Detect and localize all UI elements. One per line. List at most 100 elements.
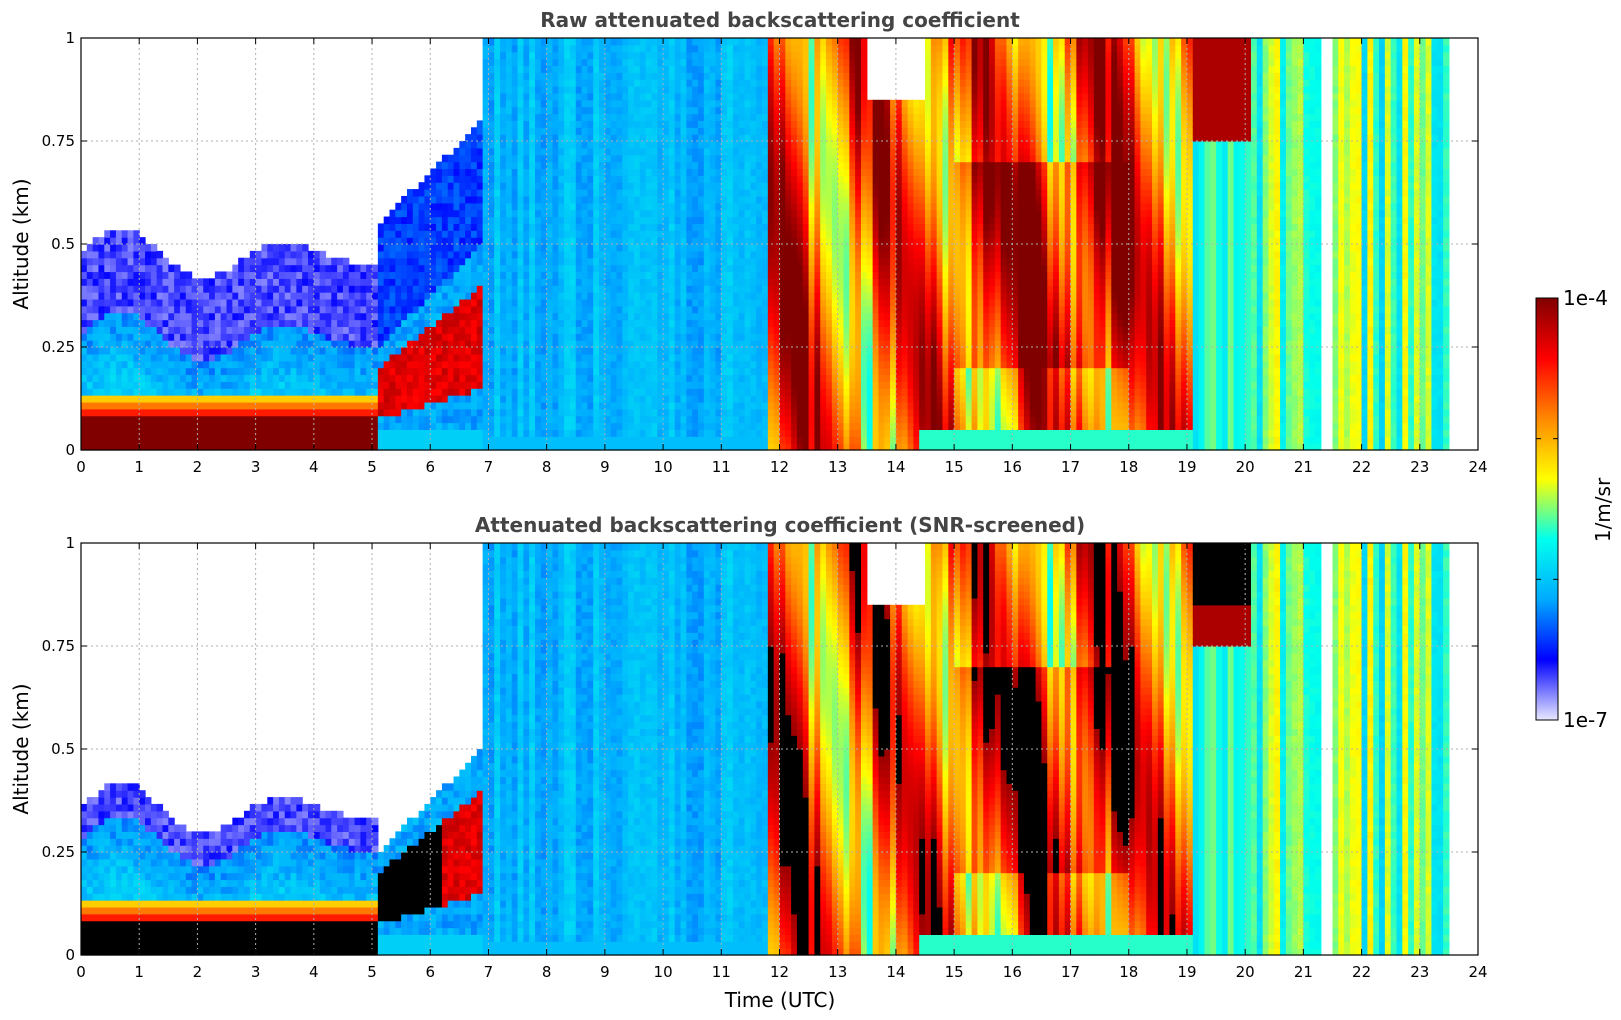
heatmap-cell (471, 340, 477, 347)
heatmap-cell (512, 306, 518, 313)
heatmap-cell (599, 162, 605, 169)
heatmap-cell (494, 189, 500, 196)
heatmap-cell (471, 148, 477, 155)
heatmap-cell (541, 299, 547, 306)
heatmap-cell (617, 182, 623, 189)
heatmap-cell (110, 409, 116, 416)
heatmap-cell (745, 271, 751, 278)
heatmap-cell (186, 333, 192, 340)
heatmap-cell (593, 306, 599, 313)
heatmap-cell (116, 333, 122, 340)
heatmap-cell (582, 237, 588, 244)
heatmap-cell (715, 217, 721, 224)
heatmap-cell (593, 320, 599, 327)
heatmap-cell (442, 182, 448, 189)
heatmap-cell (500, 347, 506, 354)
heatmap-cell (733, 217, 739, 224)
heatmap-cell (232, 320, 238, 327)
heatmap-cell (87, 306, 93, 313)
heatmap-cell (500, 340, 506, 347)
heatmap-cell (704, 168, 710, 175)
heatmap-cell (390, 340, 396, 347)
heatmap-cell (122, 313, 128, 320)
heatmap-cell (686, 388, 692, 395)
heatmap-cell (407, 395, 413, 402)
heatmap-cell (750, 203, 756, 210)
heatmap-cell (663, 409, 669, 416)
heatmap-cell (529, 230, 535, 237)
heatmap-cell (291, 333, 297, 340)
heatmap-cell (93, 244, 99, 251)
heatmap-cell (721, 79, 727, 86)
heatmap-cell (471, 189, 477, 196)
heatmap-cell (552, 237, 558, 244)
heatmap-cell (197, 381, 203, 388)
heatmap-cell (512, 38, 518, 45)
heatmap-cell (314, 368, 320, 375)
heatmap-cell (518, 52, 524, 59)
heatmap-cell (360, 416, 366, 423)
heatmap-cell (651, 162, 657, 169)
heatmap-cell (564, 52, 570, 59)
heatmap-cell (209, 285, 215, 292)
heatmap-cell (471, 381, 477, 388)
heatmap-cell (651, 107, 657, 114)
heatmap-cell (675, 251, 681, 258)
heatmap-cell (611, 285, 617, 292)
heatmap-cell (628, 251, 634, 258)
heatmap-cell (617, 141, 623, 148)
heatmap-cell (110, 278, 116, 285)
heatmap-cell (320, 354, 326, 361)
heatmap-cell (209, 402, 215, 409)
heatmap-cell (116, 402, 122, 409)
heatmap-cell (605, 244, 611, 251)
heatmap-cell (471, 416, 477, 423)
heatmap-cell (203, 374, 209, 381)
heatmap-cell (686, 114, 692, 121)
heatmap-cell (442, 162, 448, 169)
heatmap-cell (634, 175, 640, 182)
heatmap-cell (291, 244, 297, 251)
heatmap-cell (215, 429, 221, 436)
heatmap-cell (325, 395, 331, 402)
heatmap-cell (576, 134, 582, 141)
heatmap-cell (436, 285, 442, 292)
heatmap-cell (372, 326, 378, 333)
heatmap-cell (512, 333, 518, 340)
heatmap-cell (465, 203, 471, 210)
heatmap-cell (727, 127, 733, 134)
heatmap-cell (506, 244, 512, 251)
heatmap-cell (104, 361, 110, 368)
heatmap-cell (221, 429, 227, 436)
heatmap-cell (523, 65, 529, 72)
heatmap-cell (541, 244, 547, 251)
heatmap-cell (733, 292, 739, 299)
heatmap-cell (273, 306, 279, 313)
heatmap-cell (430, 326, 436, 333)
heatmap-cell (535, 333, 541, 340)
heatmap-cell (285, 361, 291, 368)
heatmap-cell (296, 395, 302, 402)
heatmap-cell (401, 409, 407, 416)
heatmap-cell (570, 100, 576, 107)
heatmap-cell (273, 265, 279, 272)
heatmap-cell (378, 320, 384, 327)
heatmap-cell (686, 79, 692, 86)
heatmap-cell (745, 258, 751, 265)
heatmap-cell (104, 374, 110, 381)
heatmap-cell (500, 141, 506, 148)
heatmap-cell (494, 258, 500, 265)
heatmap-cell (238, 423, 244, 430)
heatmap-cell (407, 416, 413, 423)
heatmap-cell (646, 148, 652, 155)
heatmap-cell (244, 388, 250, 395)
heatmap-cell (733, 189, 739, 196)
heatmap-cell (378, 258, 384, 265)
heatmap-cell (355, 326, 361, 333)
heatmap-cell (663, 120, 669, 127)
heatmap-cell (710, 107, 716, 114)
heatmap-cell (186, 361, 192, 368)
heatmap-cell (168, 278, 174, 285)
heatmap-cell (174, 306, 180, 313)
heatmap-cell (692, 388, 698, 395)
